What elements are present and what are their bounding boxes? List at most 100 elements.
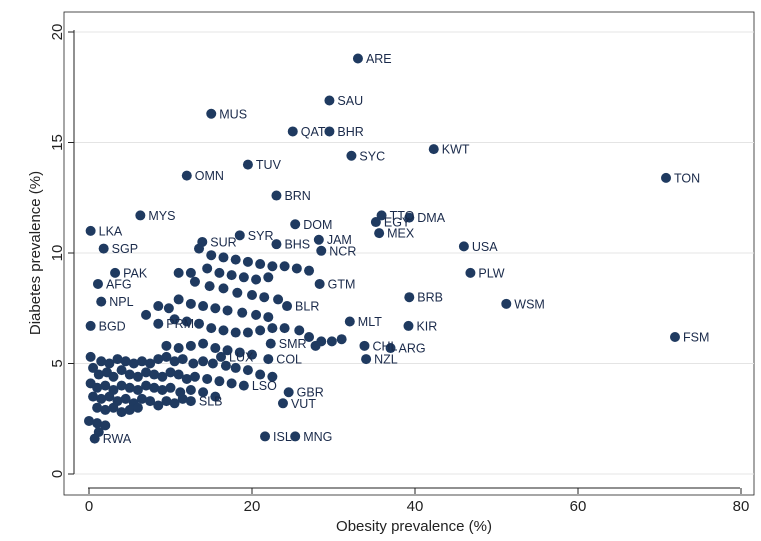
point-label: VUT [291,397,316,411]
data-point [185,298,196,309]
data-point [290,219,301,230]
point-label: SUR [210,235,236,249]
data-point [232,287,243,298]
data-point [202,373,213,384]
point-label: SAU [337,94,363,108]
data-point [110,267,121,278]
point-label: PRM [166,317,194,331]
data-point [210,303,221,314]
point-label: USA [472,240,498,254]
data-point [153,354,164,365]
y-tick-label: 5 [49,359,66,367]
point-label: FSM [683,330,709,344]
data-point [316,245,327,256]
data-point [128,358,139,369]
data-point [177,393,188,404]
data-point [189,276,200,287]
data-point [161,340,172,351]
data-point [242,256,253,267]
data-point [314,278,325,289]
data-point [222,345,233,356]
data-point [282,301,293,312]
data-point [112,354,123,365]
data-point [98,243,109,254]
data-point [132,371,143,382]
axis-ticks: 0 5 10 15 20 0 20 40 60 80 [49,24,749,515]
data-point [206,323,217,334]
data-point [149,369,160,380]
data-point [279,323,290,334]
data-point [324,95,335,106]
data-point [100,404,111,415]
point-label: GTM [328,277,356,291]
data-point [374,228,385,239]
data-point [202,263,213,274]
data-point [376,210,387,221]
data-point [132,385,143,396]
point-label: SMR [279,337,307,351]
data-point [310,340,321,351]
point-label: JAM [327,233,352,247]
gridlines [74,31,754,475]
data-point [226,270,237,281]
point-label: KIR [416,319,437,333]
data-point [238,272,249,283]
data-point [96,296,107,307]
point-label: COL [276,353,302,367]
data-point [271,239,282,250]
y-tick-label: 15 [49,134,66,151]
data-point [149,382,160,393]
data-point [218,283,229,294]
data-point [185,396,196,407]
data-point [206,108,217,119]
data-point [145,396,156,407]
data-point [294,325,305,336]
data-point [165,382,176,393]
data-point [173,294,184,305]
data-point [161,396,172,407]
data-point [247,289,257,300]
data-point [242,365,253,376]
data-point [185,267,196,278]
point-label: GBR [297,386,324,400]
data-point [88,362,99,373]
x-tick-label: 20 [244,498,261,515]
data-point [458,241,469,252]
data-point [181,316,192,327]
point-label: TON [674,171,700,185]
data-point [370,217,381,228]
data-point [96,393,107,404]
data-point [352,53,363,64]
data-point [124,382,135,393]
data-point [141,380,152,391]
point-label: DOM [303,218,332,232]
data-point [263,312,274,323]
data-point [177,354,188,365]
point-label: CHL [372,339,397,353]
data-point [189,371,200,382]
data-point [207,358,218,369]
data-point [145,358,156,369]
data-point [92,402,103,413]
data-point [153,301,164,312]
point-label: QAT [301,125,326,139]
data-point [185,340,196,351]
data-point [198,387,209,398]
data-point [124,404,135,415]
data-point [304,331,315,342]
data-point [267,323,278,334]
point-label: MUS [219,107,247,121]
data-point [157,371,168,382]
data-point [271,190,282,201]
data-point [273,294,284,305]
x-tick-label: 80 [733,498,750,515]
data-point [230,362,241,373]
point-label: SYR [248,229,274,243]
data-point [141,309,152,320]
data-point [214,376,225,387]
data-point [501,298,512,309]
data-point [120,393,131,404]
data-point [210,343,221,354]
data-point [173,343,184,354]
